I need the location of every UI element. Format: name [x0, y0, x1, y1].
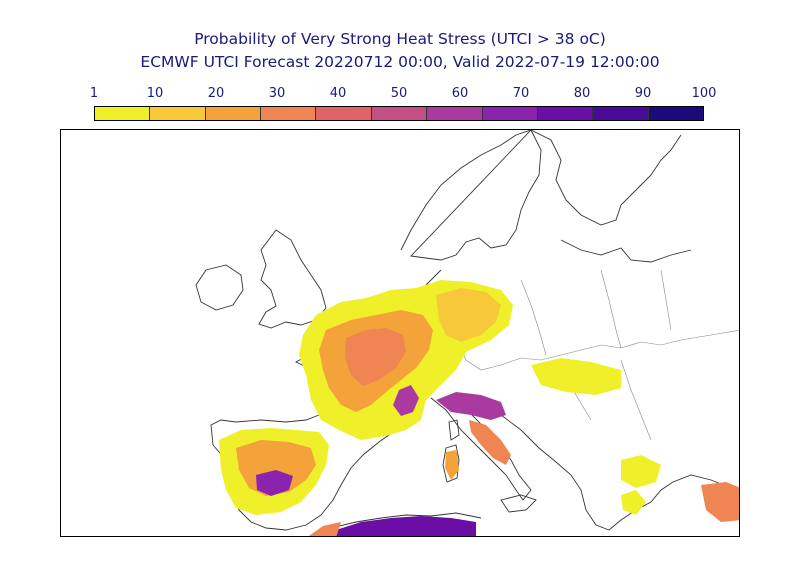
coastline-baltic: [560, 239, 692, 263]
colorbar-segment: [95, 107, 151, 120]
fill-iberia-purple: [256, 470, 293, 496]
map-subtitle: ECMWF UTCI Forecast 20220712 00:00, Vali…: [140, 53, 660, 71]
colorbar-segment: [261, 107, 317, 120]
fill-france-red: [345, 328, 406, 386]
fill-italy-orange: [469, 420, 511, 465]
colorbar-segment: [648, 107, 703, 120]
colorbar-tick-label: 40: [329, 86, 347, 101]
fill-balkans-yellow: [531, 358, 621, 395]
colorbar-segment: [205, 107, 262, 120]
coastline-great-britain: [258, 229, 327, 329]
colorbar-tick-label: 10: [146, 86, 164, 101]
fill-greece-yellow: [621, 490, 646, 515]
colorbar-segment: [371, 107, 428, 120]
colorbar-segment: [427, 107, 483, 120]
fill-north-africa-purple: [336, 516, 476, 536]
colorbar-tick-label: 60: [451, 86, 469, 101]
coastline-corsica: [448, 419, 460, 441]
fill-balkans-yellow-2: [621, 455, 661, 488]
heat-stress-fill: [219, 280, 739, 536]
coastline-sweden-finland: [530, 130, 682, 226]
coastline-scandinavia: [400, 130, 542, 261]
borders-east: [520, 269, 672, 441]
colorbar-tick-label: 20: [207, 86, 225, 101]
fill-north-africa-orange: [308, 522, 341, 536]
fill-turkey-orange: [701, 482, 739, 522]
europe-heat-stress-map: [60, 129, 740, 537]
map-title: Probability of Very Strong Heat Stress (…: [194, 30, 606, 48]
colorbar-segment: [537, 107, 594, 120]
colorbar-tick-label: 1: [89, 86, 99, 101]
coastline-adriatic-balkans: [485, 401, 739, 531]
fill-north-italy-purple: [436, 392, 506, 420]
colorbar-tick-label: 100: [691, 86, 717, 101]
colorbar-legend: [94, 106, 704, 121]
coastline-sicily: [500, 494, 537, 513]
fill-germany-yellow: [436, 288, 501, 342]
colorbar-segment: [593, 107, 649, 120]
colorbar-segment: [482, 107, 538, 120]
colorbar-tick-label: 90: [634, 86, 652, 101]
colorbar-tick-label: 80: [573, 86, 591, 101]
colorbar-segment: [150, 107, 206, 120]
fill-france-purple: [393, 385, 419, 416]
coastline-sardinia: [442, 444, 460, 483]
colorbar-segment: [316, 107, 372, 120]
fill-sardinia-orange: [445, 450, 459, 480]
colorbar-tick-label: 50: [390, 86, 408, 101]
fill-iberia-orange: [236, 440, 316, 496]
coastline-ireland: [195, 264, 244, 311]
colorbar-tick-label: 70: [512, 86, 530, 101]
colorbar-tick-label: 30: [268, 86, 286, 101]
